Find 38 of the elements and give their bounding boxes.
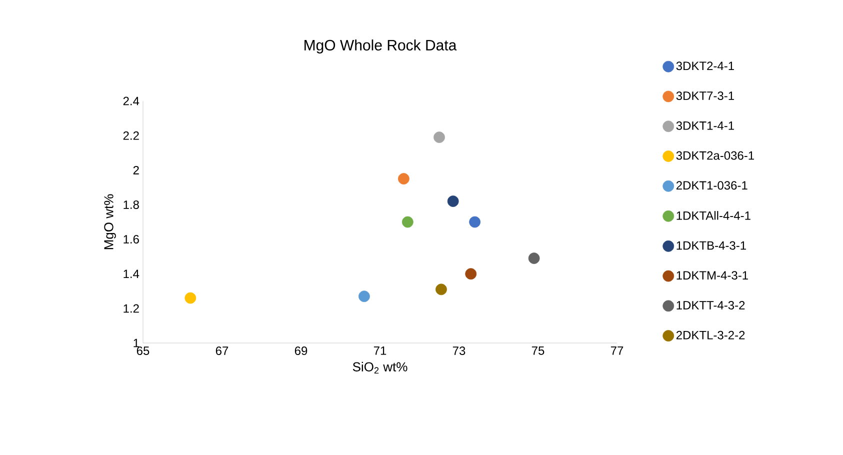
legend-label: 3DKT1-4-1 bbox=[676, 121, 734, 130]
y-axis-title: MgO wt% bbox=[104, 194, 116, 250]
legend-label: 1DKTM-4-3-1 bbox=[676, 271, 748, 280]
x-tick-label: 67 bbox=[216, 346, 228, 356]
legend-label: 3DKT2-4-1 bbox=[676, 62, 734, 70]
x-tick-label: 71 bbox=[374, 346, 386, 355]
x-tick-label: 73 bbox=[452, 346, 466, 356]
point bbox=[402, 216, 414, 228]
y-tick-label: 1.4 bbox=[124, 270, 140, 278]
point bbox=[398, 173, 410, 184]
point bbox=[465, 268, 477, 280]
chart-title: MgO Whole Rock Data bbox=[304, 39, 457, 54]
y-tick-label: 1.6 bbox=[124, 235, 139, 244]
x-axis-title: SiO$_{2}$ wt% bbox=[352, 362, 408, 374]
point bbox=[436, 284, 447, 296]
point bbox=[528, 252, 540, 264]
legend-label: 1DKTB-4-3-1 bbox=[676, 241, 746, 250]
y-tick-label: 2.2 bbox=[123, 131, 139, 140]
point bbox=[447, 196, 459, 207]
y-tick-label: 1 bbox=[134, 338, 139, 348]
x-tick-label: 69 bbox=[294, 346, 308, 356]
x-tick-label: 77 bbox=[610, 346, 624, 355]
y-tick-label: 2.4 bbox=[123, 96, 140, 106]
point bbox=[469, 216, 481, 228]
x-tick-label: 65 bbox=[136, 346, 150, 356]
legend-label: 2DKTL-3-2-2 bbox=[676, 330, 745, 340]
legend-label: 1DKTT-4-3-2 bbox=[676, 300, 745, 310]
point bbox=[434, 132, 445, 143]
point bbox=[358, 290, 370, 302]
legend-label: 3DKT7-3-1 bbox=[676, 92, 734, 100]
y-tick-label: 1.2 bbox=[124, 304, 139, 313]
legend-label: 3DKT2a-036-1 bbox=[676, 151, 754, 160]
legend-label: 2DKT1-036-1 bbox=[676, 181, 748, 190]
legend-label: 1DKTAll-4-4-1 bbox=[676, 211, 750, 220]
y-tick-label: 1.8 bbox=[124, 200, 139, 209]
point bbox=[184, 292, 196, 304]
y-tick-label: 2 bbox=[133, 166, 139, 174]
x-tick-label: 75 bbox=[532, 346, 544, 355]
